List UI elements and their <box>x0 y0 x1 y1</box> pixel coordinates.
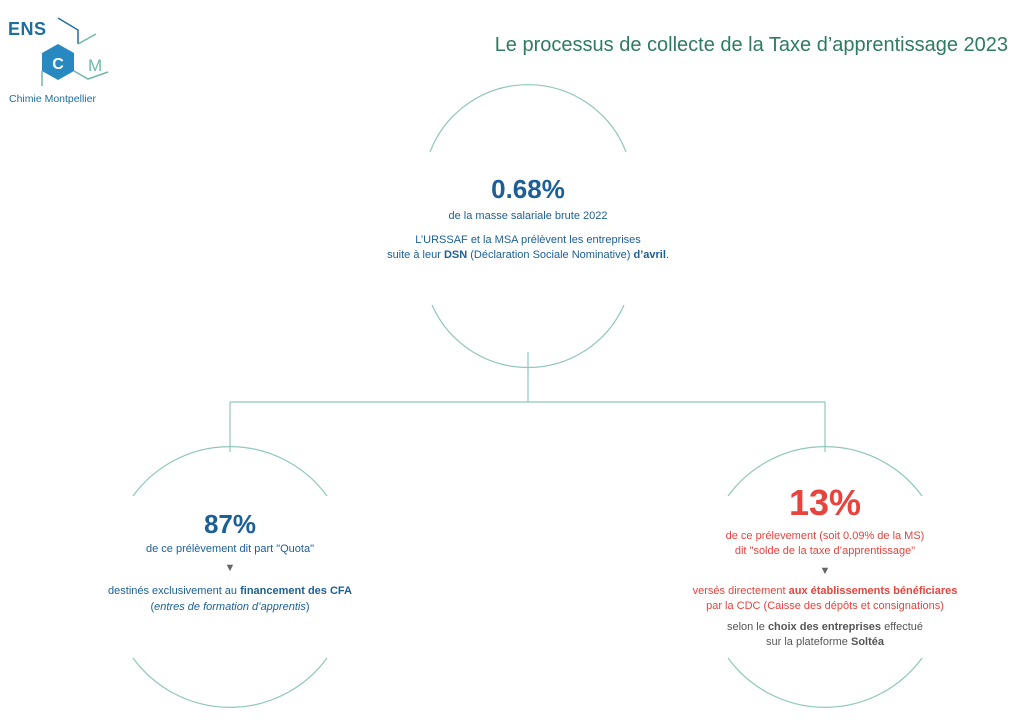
right-subtitle-line2: dit "solde de la taxe d’apprentissage" <box>734 545 916 557</box>
cfa-bold: financement des CFA <box>240 585 352 597</box>
top-circle-upper-arc <box>429 84 627 153</box>
top-desc-line1: L’URSSAF et la MSA prélèvent les entrepr… <box>415 234 641 246</box>
left-desc-line1: destinés exclusivement au financement de… <box>80 583 380 599</box>
right-subtitle-line1: de ce prélevement (soit 0.09% de la MS) <box>725 530 925 542</box>
text-segment: selon le <box>726 621 768 633</box>
right-desc-line4: sur la plateforme Soltéa <box>660 635 990 650</box>
right-description-2: selon le choix des entreprises effectué … <box>660 620 990 650</box>
left-percent: 87% <box>203 509 257 539</box>
top-desc-line2: suite à leur DSN (Déclaration Sociale No… <box>328 248 728 263</box>
left-subtitle: de ce prélèvement dit part "Quota" <box>145 543 314 555</box>
right-subtitle: de ce prélevement (soit 0.09% de la MS) … <box>660 529 990 559</box>
ens-logo: ENS C M Chimie Montpellier <box>0 0 130 120</box>
soltea-bold: Soltéa <box>850 636 884 648</box>
hexagon-logo-icon <box>41 17 109 86</box>
text-segment: . <box>665 249 669 261</box>
logo-subtitle: Chimie Montpellier <box>9 93 96 105</box>
top-description: L’URSSAF et la MSA prélèvent les entrepr… <box>328 233 728 263</box>
page-title: Le processus de collecte de la Taxe d’ap… <box>494 34 1008 56</box>
logo-ens-text: ENS <box>8 19 47 39</box>
beneficiaries-bold: aux établissements bénéficiares <box>788 585 958 597</box>
text-segment: (Déclaration Sociale Nominative) <box>467 249 634 261</box>
text-segment: sur la plateforme <box>766 636 851 648</box>
right-desc-line2: par la CDC (Caisse des dépôts et consign… <box>706 600 944 612</box>
cfa-italic: entres de formation d’apprentis <box>154 601 306 613</box>
avril-bold: d’avril <box>633 249 666 261</box>
node-solde: 13% de ce prélevement (soit 0.09% de la … <box>660 483 990 650</box>
left-desc-line2: (entres de formation d’apprentis) <box>80 599 380 615</box>
node-quota: 87% de ce prélèvement dit part "Quota" ▼… <box>80 509 380 615</box>
dsn-bold: DSN <box>443 249 468 261</box>
left-circle-lower-arc <box>132 657 328 708</box>
left-description: destinés exclusivement au financement de… <box>80 583 380 615</box>
top-percent: 0.68% <box>491 174 565 204</box>
node-total-collection: 0.68% de la masse salariale brute 2022 L… <box>328 174 728 263</box>
choice-bold: choix des entreprises <box>767 621 882 633</box>
right-description: versés directement aux établissements bé… <box>660 584 990 614</box>
text-segment: destinés exclusivement au <box>108 585 241 597</box>
down-arrow-icon: ▼ <box>819 565 831 577</box>
top-subtitle: de la masse salariale brute 2022 <box>448 210 608 222</box>
right-circle-upper-arc <box>727 446 923 497</box>
right-circle-lower-arc <box>727 657 923 708</box>
text-segment: versés directement <box>692 585 789 597</box>
logo-m-text: M <box>88 56 103 75</box>
left-circle-upper-arc <box>132 446 328 497</box>
text-segment: effectué <box>881 621 924 633</box>
text-segment: ) <box>305 601 310 613</box>
down-arrow-icon: ▼ <box>224 562 236 574</box>
right-percent: 13% <box>788 482 862 523</box>
right-desc-line1: versés directement aux établissements bé… <box>660 584 990 599</box>
text-segment: ( <box>150 601 155 613</box>
right-desc-line3: selon le choix des entreprises effectué <box>660 620 990 635</box>
logo-c-text: C <box>52 56 64 73</box>
text-segment: suite à leur <box>387 249 444 261</box>
